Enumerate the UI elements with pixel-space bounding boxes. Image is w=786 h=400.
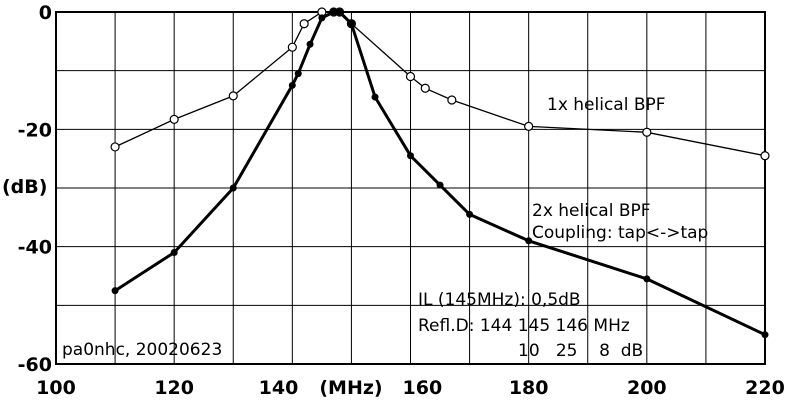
- data-point-2x-helical-bpf: [229, 184, 237, 192]
- data-point-2x-helical-bpf: [347, 20, 355, 28]
- y-tick-label: -20: [18, 119, 52, 141]
- data-point-2x-helical-bpf: [288, 81, 296, 89]
- x-tick-label: 160: [403, 377, 443, 399]
- data-point-2x-helical-bpf: [525, 237, 533, 245]
- x-tick-label: 120: [154, 377, 194, 399]
- y-axis-label: (dB): [2, 176, 47, 198]
- data-point-1x-helical-bpf: [405, 71, 416, 82]
- y-axis-ticks: 0 -20 -40 -60: [18, 2, 52, 376]
- x-tick-label: 200: [627, 377, 667, 399]
- data-point-1x-helical-bpf: [760, 151, 770, 161]
- grid: [56, 12, 765, 364]
- data-point-2x-helical-bpf: [111, 287, 119, 295]
- data-point-1x-helical-bpf: [447, 95, 457, 105]
- data-point-2x-helical-bpf: [436, 181, 444, 189]
- data-point-2x-helical-bpf: [318, 14, 326, 22]
- data-point-1x-helical-bpf: [287, 42, 297, 52]
- label-2x-helical: 2x helical BPF: [532, 201, 651, 221]
- y-tick-label: -60: [18, 354, 52, 376]
- data-point-2x-helical-bpf: [407, 152, 414, 160]
- data-point-2x-helical-bpf: [294, 70, 302, 78]
- x-tick-label: 180: [509, 377, 549, 399]
- data-point-1x-helical-bpf: [228, 91, 238, 101]
- data-point-1x-helical-bpf: [524, 121, 534, 132]
- x-axis-ticks: 100 120 140 160 180 200 220: [36, 377, 785, 399]
- data-point-2x-helical-bpf: [466, 210, 474, 218]
- plot-frame: [55, 11, 766, 365]
- data-point-2x-helical-bpf: [761, 331, 769, 339]
- data-point-2x-helical-bpf: [643, 275, 651, 283]
- series-line-1x-helical-bpf: [114, 11, 766, 157]
- x-tick-label: 100: [36, 377, 76, 399]
- data-point-1x-helical-bpf: [299, 19, 309, 29]
- data-point-1x-helical-bpf: [420, 83, 430, 93]
- x-axis-label: (MHz): [319, 377, 382, 399]
- series-line-2x-helical-bpf: [113, 10, 767, 337]
- y-tick-label: 0: [39, 2, 52, 24]
- data-point-1x-helical-bpf: [169, 114, 179, 124]
- y-tick-label: -40: [18, 237, 52, 259]
- data-point-2x-helical-bpf: [336, 8, 344, 16]
- data-point-1x-helical-bpf: [642, 127, 652, 137]
- x-tick-label: 220: [745, 377, 785, 399]
- label-coupling: Coupling: tap<->tap: [532, 223, 708, 243]
- label-insertion-loss: IL (145MHz): 0,5dB: [418, 290, 581, 310]
- label-refl-header: Refl.D: 144 145 146 MHz: [418, 316, 630, 336]
- data-point-2x-helical-bpf: [170, 249, 178, 257]
- x-tick-label: 140: [259, 377, 299, 399]
- data-point-2x-helical-bpf: [371, 93, 379, 101]
- data-point-2x-helical-bpf: [330, 8, 338, 16]
- data-point-2x-helical-bpf: [306, 40, 314, 48]
- series-layer: [110, 7, 770, 339]
- label-1x-helical: 1x helical BPF: [547, 95, 666, 115]
- data-point-1x-helical-bpf: [110, 142, 120, 152]
- label-refl-values: 10 25 8 dB: [518, 341, 643, 361]
- label-credit: pa0nhc, 20020623: [62, 340, 222, 360]
